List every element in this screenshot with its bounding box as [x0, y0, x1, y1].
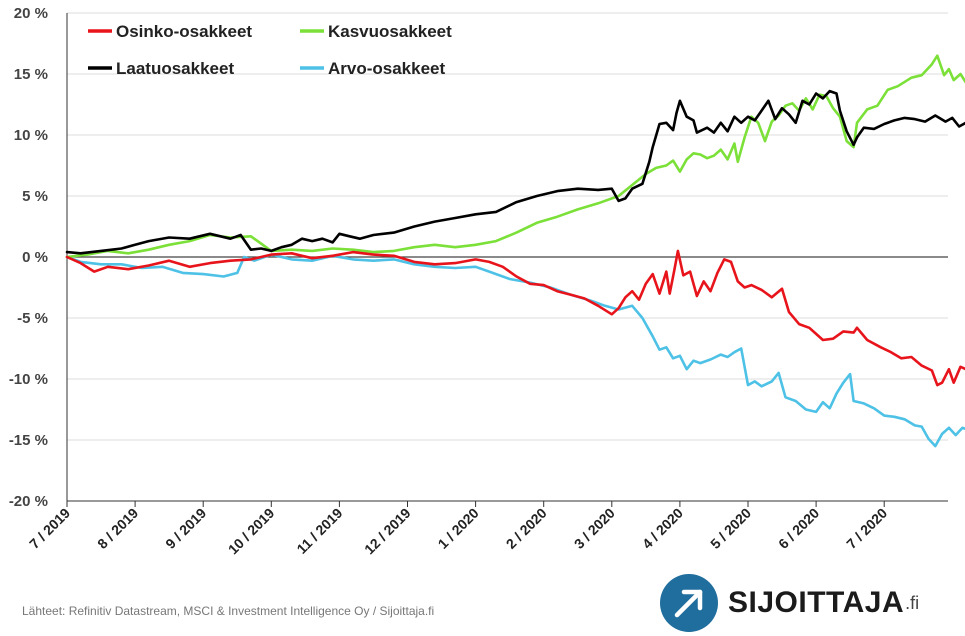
y-tick-label: 0 %	[22, 249, 48, 266]
x-tick-label: 12 / 2019	[361, 505, 414, 558]
series-line-arvo-osakkeet	[65, 253, 965, 448]
series-line-kasvuosakkeet	[65, 54, 965, 259]
y-tick-label: 15 %	[14, 66, 48, 83]
series-line-osinko-osakkeet	[65, 249, 965, 387]
y-tick-label: -20 %	[9, 493, 48, 510]
x-tick-label: 1 / 2020	[435, 505, 482, 552]
x-tick-label: 5 / 2020	[707, 505, 754, 552]
axes	[66, 13, 948, 507]
x-tick-label: 8 / 2019	[94, 505, 141, 552]
legend-label: Osinko-osakkeet	[116, 22, 252, 41]
x-tick-label: 4 / 2020	[639, 505, 686, 552]
x-tick-labels: 7 / 2019 8 / 2019 9 / 2019 10 / 2019 11 / 20…	[26, 505, 890, 558]
x-tick-label: 7 / 2020	[843, 505, 890, 552]
brand-suffix: .fi	[905, 592, 920, 613]
y-tick-label: 10 %	[14, 127, 48, 144]
y-tick-label: 5 %	[22, 188, 48, 205]
brand-name: SIJOITTAJA	[728, 586, 905, 619]
y-tick-label: -5 %	[17, 310, 48, 327]
legend: Osinko-osakkeet Kasvuosakkeet Laatuosakkee…	[88, 22, 452, 78]
x-tick-label: 10 / 2019	[225, 505, 278, 558]
y-tick-labels: 20 % 15 % 10 % 5 % 0 % -5 % -10 % -15 % -20 %	[9, 5, 48, 510]
x-tick-label: 6 / 2020	[775, 505, 822, 552]
brand: SIJOITTAJA .fi	[660, 574, 919, 632]
x-tick-label: 11 / 2019	[293, 505, 345, 557]
series-line-laatuosakkeet	[65, 89, 965, 255]
y-tick-label: -15 %	[9, 432, 48, 449]
x-tick-label: 2 / 2020	[503, 505, 550, 552]
legend-label: Arvo-osakkeet	[328, 59, 446, 78]
y-tick-label: -10 %	[9, 371, 48, 388]
source-note: Lähteet: Refinitiv Datastream, MSCI & In…	[22, 604, 435, 618]
arrow-up-right-icon	[660, 574, 718, 632]
series-lines	[65, 54, 965, 448]
chart: 20 % 15 % 10 % 5 % 0 % -5 % -10 % -15 % -20 % 7 …	[9, 5, 965, 558]
x-tick-label: 3 / 2020	[571, 505, 618, 552]
legend-label: Kasvuosakkeet	[328, 22, 452, 41]
y-tick-label: 20 %	[14, 5, 48, 22]
x-tick-label: 9 / 2019	[162, 505, 209, 552]
legend-label: Laatuosakkeet	[116, 59, 234, 78]
x-tick-label: 7 / 2019	[26, 505, 73, 552]
